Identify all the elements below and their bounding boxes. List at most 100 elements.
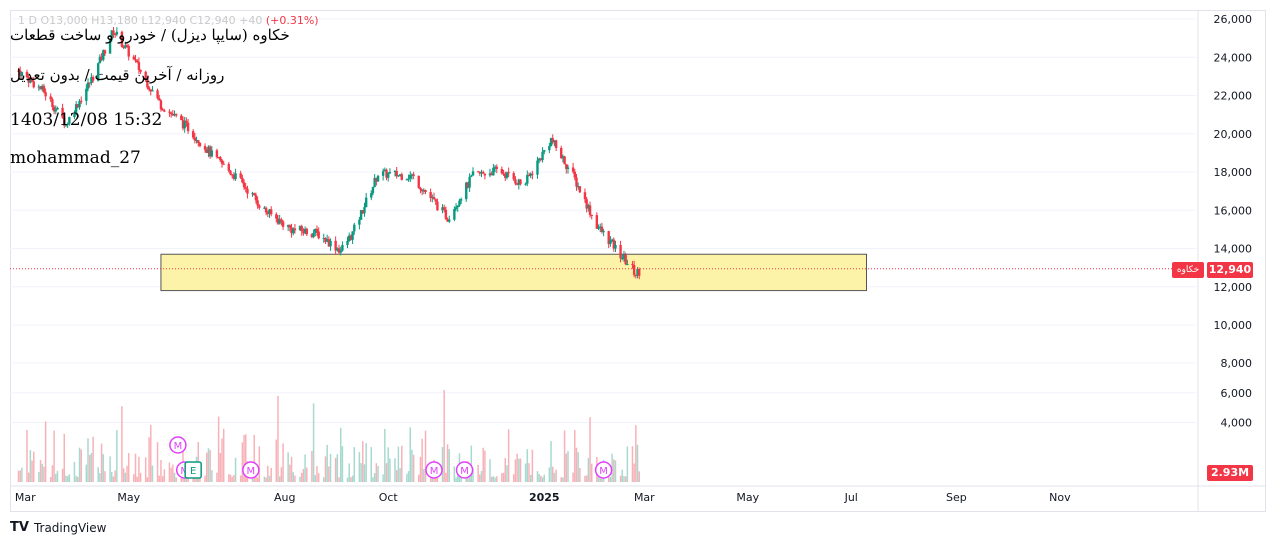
candle-body <box>292 228 295 234</box>
x-tick-label: 2025 <box>529 491 560 504</box>
chart-frame <box>10 10 1266 512</box>
event-marker-label: M <box>430 466 439 477</box>
tradingview-brand[interactable]: TV TradingView <box>10 520 106 535</box>
candle-body <box>397 175 400 177</box>
candle-body <box>612 239 615 249</box>
candle-body <box>548 146 551 151</box>
candle-body <box>281 221 285 227</box>
candle-body <box>339 250 342 253</box>
candle-body <box>565 164 568 169</box>
candle-body <box>432 197 436 200</box>
candle-body <box>44 92 47 97</box>
candle-body <box>86 82 90 89</box>
candle-body <box>317 231 320 239</box>
candle-body <box>448 219 451 222</box>
candle-body <box>122 46 125 48</box>
x-tick-label: Aug <box>274 491 295 504</box>
candle-body <box>314 228 317 233</box>
candle-body <box>554 140 558 148</box>
candle-body <box>18 70 22 77</box>
candle-body <box>622 254 626 259</box>
candle-body <box>422 190 426 192</box>
candle-body <box>185 120 188 123</box>
y-tick-label: 8,000 <box>1221 357 1253 370</box>
candle-body <box>609 240 612 245</box>
candle-body <box>600 226 604 233</box>
candle-body <box>327 239 331 247</box>
support-zone-rect <box>160 253 868 292</box>
x-tick-label: Sep <box>946 491 967 504</box>
candle-body <box>312 232 315 237</box>
candle-body <box>407 178 410 180</box>
candle-body <box>127 46 130 57</box>
candle-body <box>505 172 509 178</box>
candle-body <box>329 240 332 247</box>
candle-body <box>151 90 154 92</box>
candle-body <box>139 70 142 72</box>
candle-body <box>63 117 66 126</box>
candle-body <box>429 192 432 199</box>
candle-body <box>453 208 456 220</box>
candle-body <box>298 226 302 231</box>
event-marker-label: M <box>599 466 608 477</box>
candle-body <box>168 111 171 113</box>
candle-body <box>124 45 127 48</box>
event-marker-icon <box>242 461 260 479</box>
candle-body <box>246 188 249 194</box>
candle-body <box>526 174 529 184</box>
event-marker-label: M <box>247 466 256 477</box>
candle-body <box>385 169 388 178</box>
candle-body <box>436 201 439 211</box>
candle-body <box>504 173 507 178</box>
candle-body <box>234 173 237 179</box>
candle-body <box>258 205 261 208</box>
candle-body <box>27 77 30 83</box>
candle-body <box>524 183 527 185</box>
chart-settings-label: روزانه / آخرین قیمت / بدون تعدیل <box>10 66 225 84</box>
candle-body <box>275 214 278 219</box>
volume-tag: 2.93M <box>1207 465 1253 481</box>
candle-body <box>191 131 195 138</box>
candle-body <box>561 156 565 159</box>
candle-body <box>358 219 361 225</box>
y-tick-label: 10,000 <box>1214 319 1253 332</box>
candle-body <box>359 210 363 220</box>
candle-body <box>175 113 178 116</box>
symbol-price-tag: خکاوه <box>1172 262 1204 278</box>
candle-body <box>383 169 387 172</box>
candle-body <box>203 146 207 150</box>
candle-body <box>276 218 280 224</box>
candle-body <box>171 114 175 116</box>
candle-body <box>264 207 268 213</box>
candle-body <box>98 56 102 64</box>
candle-body <box>387 173 390 178</box>
candle-body <box>480 171 483 174</box>
candle-body <box>132 56 136 60</box>
timestamp: 1403/12/08 15:32 <box>10 110 163 130</box>
candle-body <box>553 140 556 143</box>
candle-body <box>305 228 309 235</box>
candle-body <box>159 100 163 110</box>
event-marker-icon <box>455 461 474 479</box>
candle-body <box>302 231 305 234</box>
candle-body <box>173 113 176 116</box>
candle-body <box>412 174 415 176</box>
candle-body <box>96 63 100 81</box>
brand-name: TradingView <box>33 520 107 535</box>
candle-body <box>573 171 576 178</box>
candle-body <box>198 142 202 147</box>
candle-body <box>254 195 258 201</box>
candle-body <box>527 174 531 176</box>
candle-body <box>490 173 493 176</box>
candle-body <box>137 62 141 71</box>
x-tick-label: Mar <box>15 491 36 504</box>
candle-body <box>551 138 554 143</box>
candle-body <box>336 248 339 251</box>
candle-body <box>68 117 71 124</box>
candle-body <box>76 104 80 108</box>
candle-body <box>361 210 364 214</box>
candle-body <box>193 137 197 141</box>
candle-body <box>325 239 329 242</box>
candle-body <box>388 171 392 174</box>
